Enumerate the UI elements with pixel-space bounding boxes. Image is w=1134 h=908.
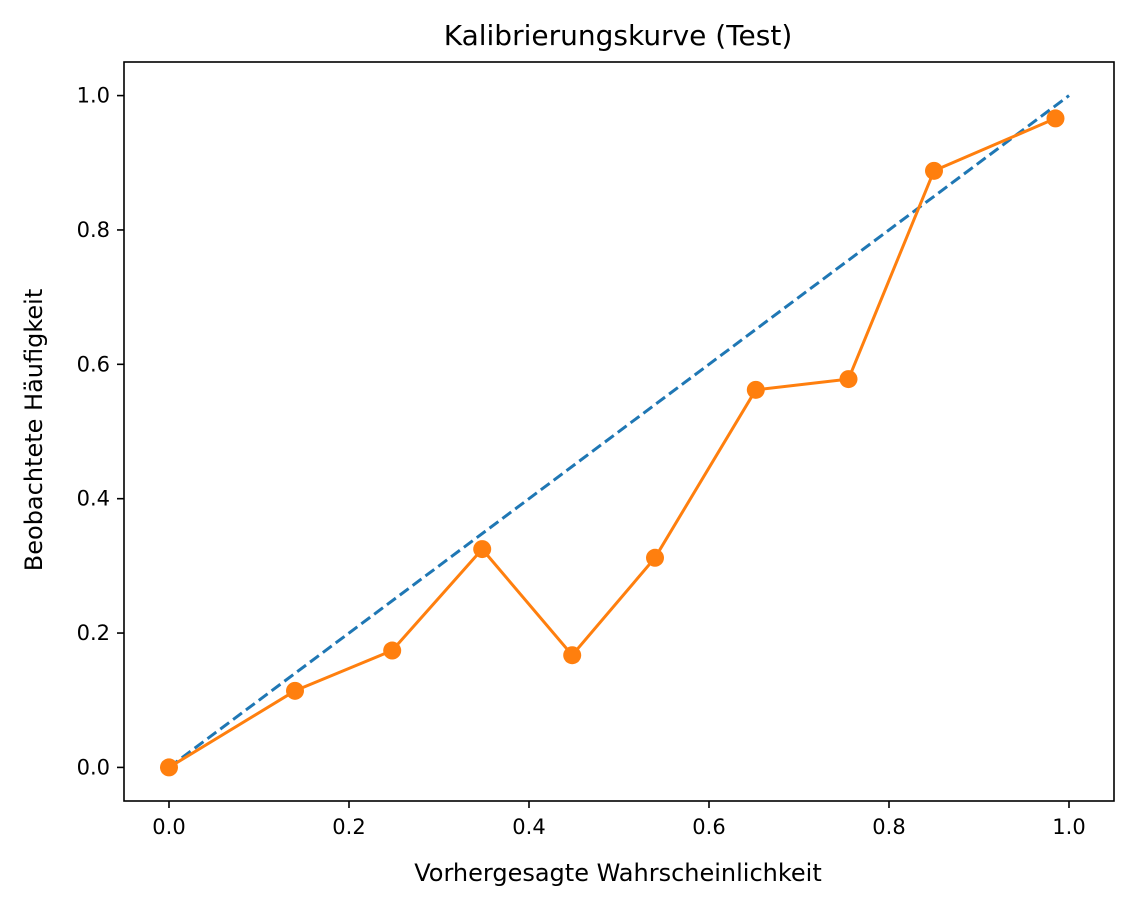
x-axis-label: Vorhergesagte Wahrscheinlichkeit bbox=[414, 859, 822, 887]
y-tick-label: 0.4 bbox=[77, 487, 110, 511]
y-tick-label: 1.0 bbox=[77, 84, 110, 108]
calibration-point bbox=[746, 380, 765, 399]
y-axis-label: Beobachtete Häufigkeit bbox=[20, 289, 48, 571]
chart-title: Kalibrierungskurve (Test) bbox=[444, 19, 793, 52]
reference-diagonal-line bbox=[168, 94, 1070, 769]
calibration-point bbox=[1046, 109, 1065, 128]
x-tick-label: 0.6 bbox=[692, 815, 725, 839]
y-tick-label: 0.0 bbox=[77, 755, 110, 779]
calibration-curve-line bbox=[168, 117, 1057, 769]
calibration-point bbox=[925, 161, 943, 180]
x-tick-label: 0.8 bbox=[872, 815, 905, 839]
calibration-point bbox=[839, 370, 858, 389]
calibration-point bbox=[646, 548, 664, 567]
calibration-point bbox=[383, 641, 402, 660]
calibration-point bbox=[473, 540, 492, 559]
x-tick-label: 1.0 bbox=[1052, 815, 1085, 839]
x-tick-label: 0.2 bbox=[332, 815, 365, 839]
calibration-point bbox=[563, 646, 582, 665]
y-tick-label: 0.8 bbox=[77, 218, 110, 242]
plot-area: 0.0 0.2 0.4 0.6 0.8 1.0 0.0 0.2 0.4 0.6 0.8 1.0 bbox=[77, 61, 1115, 839]
x-tick-label: 0.4 bbox=[512, 815, 545, 839]
y-tick-label: 0.6 bbox=[77, 352, 110, 376]
x-tick-label: 0.0 bbox=[152, 815, 185, 839]
plot-frame bbox=[123, 61, 1115, 802]
calibration-point bbox=[160, 758, 178, 777]
calibration-point bbox=[286, 681, 304, 700]
y-tick-label: 0.2 bbox=[77, 621, 110, 645]
